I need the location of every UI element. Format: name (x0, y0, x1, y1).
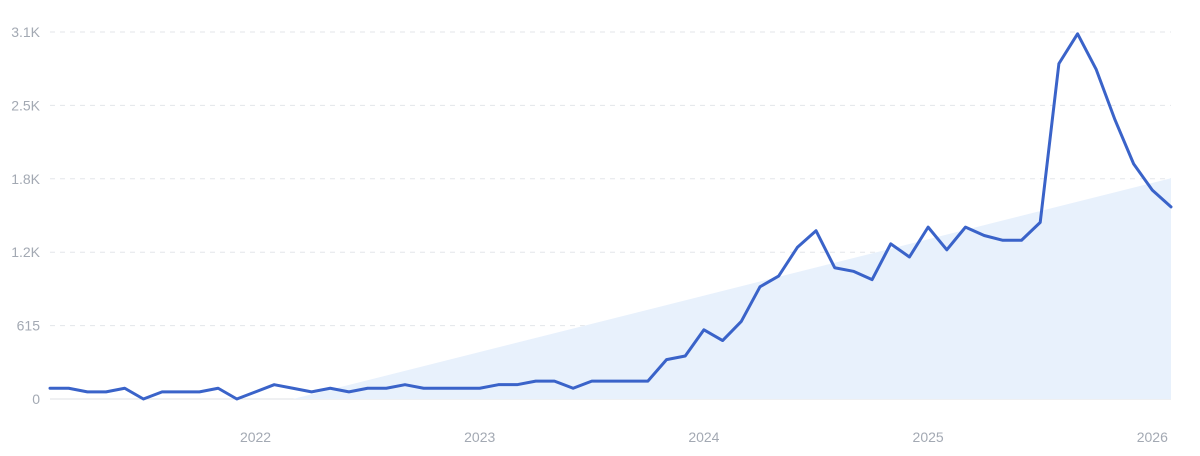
x-tick-label: 2024 (688, 429, 719, 445)
x-axis-ticks: 2022 2023 2024 2025 2026 (240, 429, 1168, 445)
x-tick-label: 2022 (240, 429, 271, 445)
y-tick-label: 1.8K (11, 171, 40, 187)
y-tick-label: 615 (17, 318, 41, 334)
y-tick-label: 1.2K (11, 244, 40, 260)
y-tick-label: 3.1K (11, 24, 40, 40)
trend-area (292, 178, 1172, 399)
x-tick-label: 2023 (464, 429, 495, 445)
y-axis-ticks: 0 615 1.2K 1.8K 2.5K 3.1K (11, 24, 40, 407)
trend-area-fill (292, 178, 1172, 399)
x-tick-label: 2025 (913, 429, 944, 445)
y-tick-label: 0 (32, 391, 40, 407)
series-layer (48, 32, 1173, 401)
series-line (48, 32, 1173, 401)
x-tick-label: 2026 (1137, 429, 1168, 445)
y-tick-label: 2.5K (11, 97, 40, 113)
